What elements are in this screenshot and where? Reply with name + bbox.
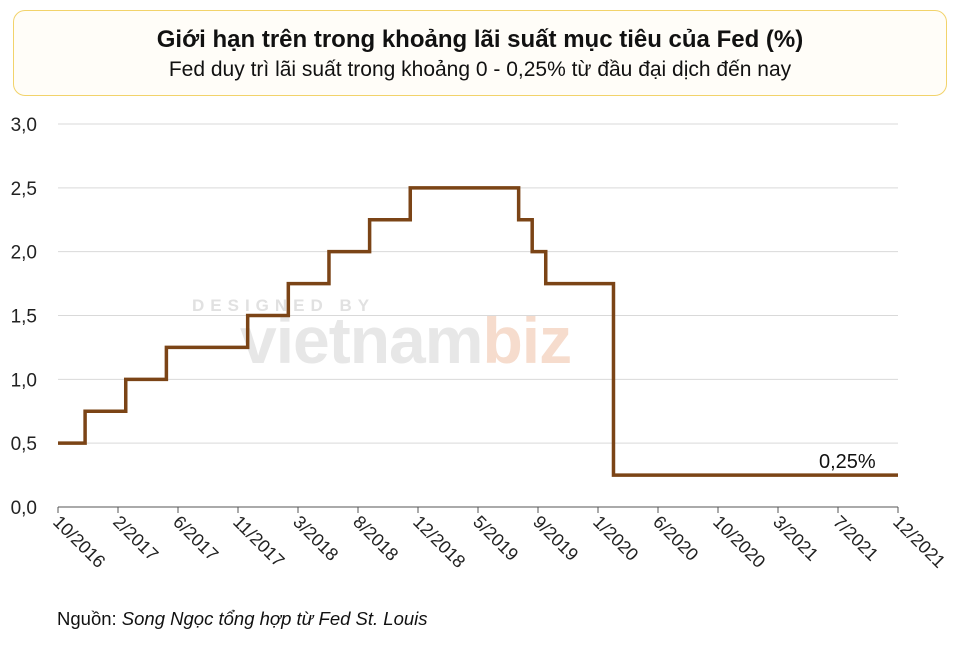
watermark-designed-by: DESIGNED BY: [192, 296, 376, 315]
x-tick-label: 8/2018: [349, 512, 402, 565]
source-note: Nguồn: Song Ngọc tổng hợp từ Fed St. Lou…: [57, 608, 428, 630]
y-tick-label: 3,0: [11, 115, 37, 136]
x-tick-label: 10/2020: [709, 512, 769, 572]
x-tick-label: 6/2020: [649, 512, 702, 565]
x-tick-label: 9/2019: [529, 512, 582, 565]
y-tick-label: 0,0: [11, 498, 37, 519]
x-tick-label: 12/2018: [409, 512, 469, 572]
x-tick-label: 3/2021: [769, 512, 822, 565]
x-tick-label: 2/2017: [109, 512, 162, 565]
y-tick-label: 1,5: [11, 307, 37, 328]
x-tick-label: 11/2017: [229, 512, 288, 571]
source-text: Song Ngọc tổng hợp từ Fed St. Louis: [121, 608, 428, 629]
source-prefix: Nguồn:: [57, 608, 117, 629]
rate-step-line: [58, 186, 898, 477]
x-tick-label: 3/2018: [289, 512, 342, 565]
data-label: 0,25%: [819, 451, 876, 473]
y-tick-label: 0,5: [11, 434, 37, 455]
x-tick-label: 7/2021: [829, 512, 882, 565]
x-tick-label: 5/2019: [469, 512, 522, 565]
x-tick-label: 10/2016: [49, 512, 109, 572]
chart-subtitle: Fed duy trì lãi suất trong khoảng 0 - 0,…: [168, 58, 792, 81]
x-tick-label: 12/2021: [889, 512, 949, 572]
title-box: Giới hạn trên trong khoảng lãi suất mục …: [13, 10, 947, 96]
y-tick-label: 2,0: [11, 243, 37, 264]
chart-title: Giới hạn trên trong khoảng lãi suất mục …: [156, 26, 804, 53]
y-tick-label: 1,0: [11, 370, 37, 391]
y-tick-label: 2,5: [11, 179, 37, 200]
chart-svg: 0,0 0,5 1,0 1,5 2,0 2,5 3,0 10/2016 2/2017 6/2017…: [11, 115, 950, 572]
x-tick-label: 6/2017: [169, 512, 222, 565]
x-tick-label: 1/2020: [589, 512, 642, 565]
